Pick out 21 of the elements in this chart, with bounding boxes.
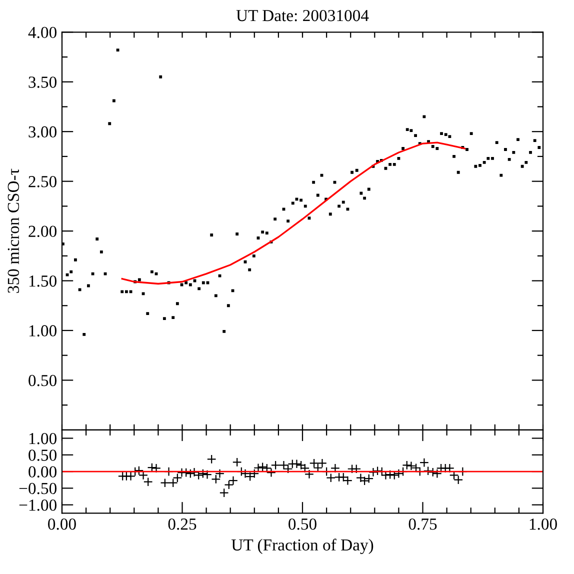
chart-title: UT Date: 20031004 xyxy=(236,10,369,22)
y-tick-label: 1.00 xyxy=(29,432,56,444)
x-tick-label: 1.00 xyxy=(530,518,557,530)
y-tick-label: 2.00 xyxy=(28,226,56,238)
y-tick-label: 4.00 xyxy=(28,26,56,38)
y-tick-label: −0.50 xyxy=(19,482,56,494)
x-tick-label: 0.75 xyxy=(408,518,437,530)
y-tick-label: 0.50 xyxy=(28,374,56,386)
y-tick-label: 3.00 xyxy=(28,126,56,138)
y-tick-label: 1.00 xyxy=(29,325,56,336)
x-tick-label: 0.50 xyxy=(288,518,316,530)
x-tick-label: 0.00 xyxy=(48,518,76,530)
y-tick-label: 2.50 xyxy=(28,176,56,188)
y-axis-title: 350 micron CSO-τ xyxy=(8,168,20,293)
y-tick-label: 1.50 xyxy=(29,275,56,287)
y-tick-label: −1.00 xyxy=(19,500,56,511)
y-tick-label: 3.50 xyxy=(28,76,56,88)
y-tick-label: 0.00 xyxy=(28,466,56,478)
x-tick-label: 0.25 xyxy=(168,518,196,530)
x-axis-title: UT (Fraction of Day) xyxy=(231,538,374,554)
y-tick-label: 0.50 xyxy=(28,450,56,461)
